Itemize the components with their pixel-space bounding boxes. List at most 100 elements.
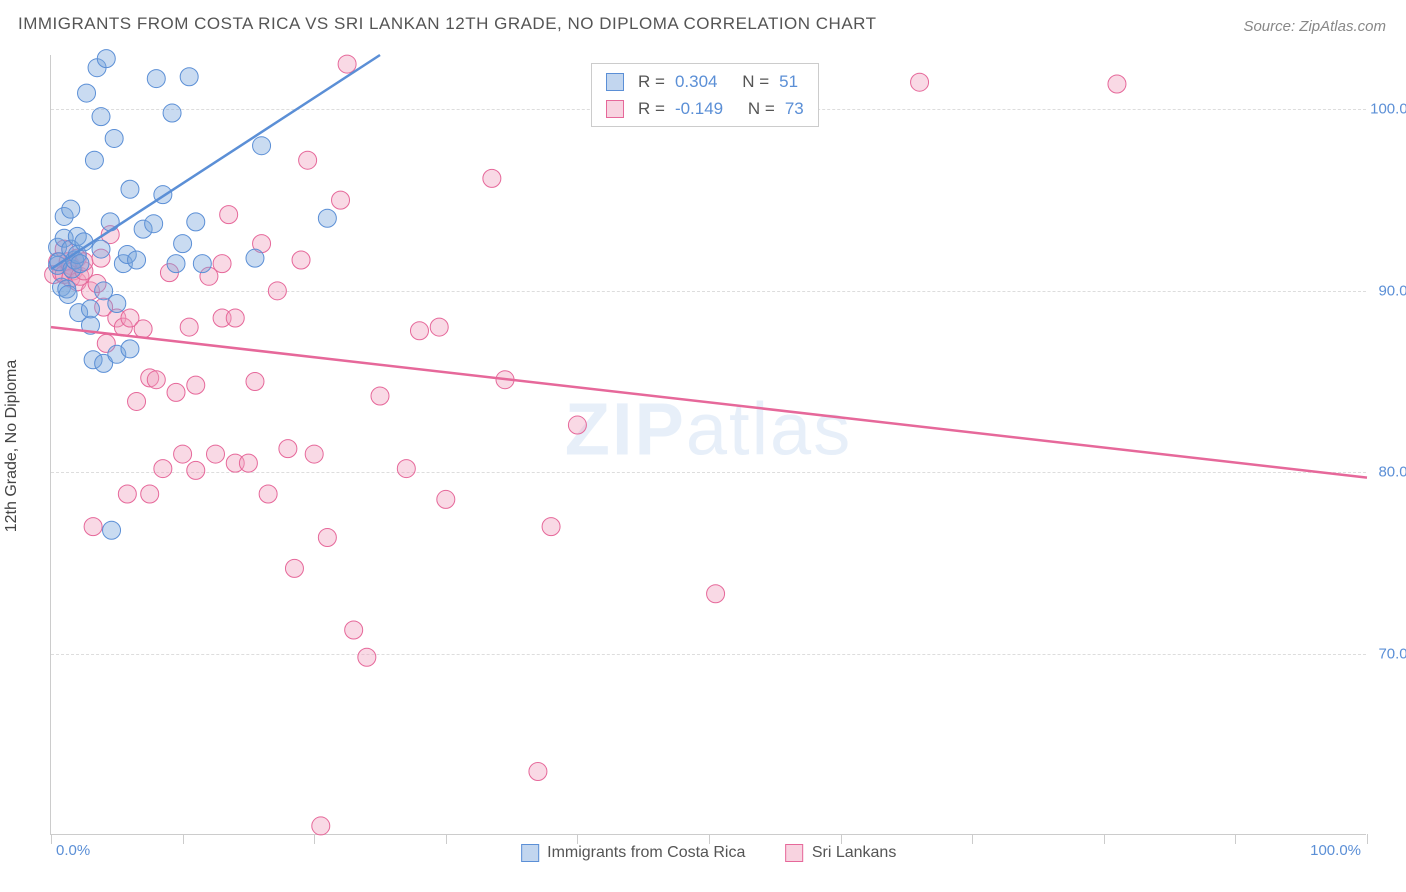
data-point	[128, 392, 146, 410]
data-point	[187, 461, 205, 479]
data-point	[101, 213, 119, 231]
data-point	[410, 322, 428, 340]
data-point	[911, 73, 929, 91]
pink-series-points	[45, 55, 1126, 835]
data-point	[167, 383, 185, 401]
data-point	[338, 55, 356, 73]
correlation-stats-box: R = 0.304 N = 51 R = -0.149 N = 73	[591, 63, 819, 127]
data-point	[268, 282, 286, 300]
data-point	[92, 240, 110, 258]
blue-n-value: 51	[779, 68, 798, 95]
data-point	[253, 137, 271, 155]
data-point	[105, 129, 123, 147]
data-point	[180, 68, 198, 86]
x-tick	[709, 834, 710, 844]
data-point	[318, 529, 336, 547]
data-point	[483, 169, 501, 187]
data-point	[246, 373, 264, 391]
data-point	[145, 215, 163, 233]
data-point	[707, 585, 725, 603]
data-point	[121, 180, 139, 198]
data-point	[59, 285, 77, 303]
data-point	[358, 648, 376, 666]
y-tick-label: 100.0%	[1370, 101, 1406, 118]
data-point	[371, 387, 389, 405]
data-point	[246, 249, 264, 267]
x-axis-min-label: 0.0%	[56, 842, 90, 859]
data-point	[128, 251, 146, 269]
pink-r-value: -0.149	[675, 95, 723, 122]
pink-swatch-icon	[785, 844, 803, 862]
data-point	[118, 485, 136, 503]
data-point	[147, 70, 165, 88]
data-point	[213, 255, 231, 273]
x-tick	[972, 834, 973, 844]
blue-swatch-icon	[521, 844, 539, 862]
data-point	[226, 309, 244, 327]
x-axis-max-label: 100.0%	[1310, 842, 1361, 859]
data-point	[259, 485, 277, 503]
data-point	[103, 521, 121, 539]
data-point	[285, 559, 303, 577]
x-tick	[314, 834, 315, 844]
data-point	[62, 200, 80, 218]
data-point	[85, 151, 103, 169]
data-point	[207, 445, 225, 463]
chart-title: IMMIGRANTS FROM COSTA RICA VS SRI LANKAN…	[18, 14, 877, 34]
data-point	[279, 440, 297, 458]
data-point	[134, 320, 152, 338]
r-label: R =	[638, 68, 665, 95]
data-point	[174, 235, 192, 253]
r-label: R =	[638, 95, 665, 122]
data-point	[193, 255, 211, 273]
data-point	[568, 416, 586, 434]
stats-row-blue: R = 0.304 N = 51	[606, 68, 804, 95]
data-point	[147, 371, 165, 389]
n-label: N =	[748, 95, 775, 122]
x-tick	[1104, 834, 1105, 844]
pink-n-value: 73	[785, 95, 804, 122]
data-point	[542, 518, 560, 536]
data-point	[121, 340, 139, 358]
pink-swatch-icon	[606, 100, 624, 118]
x-tick	[183, 834, 184, 844]
data-point	[318, 209, 336, 227]
stats-row-pink: R = -0.149 N = 73	[606, 95, 804, 122]
data-point	[397, 460, 415, 478]
x-tick	[577, 834, 578, 844]
data-point	[220, 206, 238, 224]
legend-item-blue: Immigrants from Costa Rica	[521, 844, 746, 862]
data-point	[174, 445, 192, 463]
data-point	[187, 213, 205, 231]
legend-pink-label: Sri Lankans	[812, 844, 897, 861]
legend-blue-label: Immigrants from Costa Rica	[547, 844, 745, 861]
data-point	[430, 318, 448, 336]
data-point	[163, 104, 181, 122]
data-point	[345, 621, 363, 639]
x-tick	[51, 834, 52, 844]
data-point	[97, 50, 115, 68]
data-point	[180, 318, 198, 336]
data-point	[141, 485, 159, 503]
data-point	[299, 151, 317, 169]
y-tick-label: 80.0%	[1378, 464, 1406, 481]
y-tick-label: 70.0%	[1378, 645, 1406, 662]
x-tick	[1367, 834, 1368, 844]
data-point	[529, 763, 547, 781]
data-point	[239, 454, 257, 472]
data-point	[92, 108, 110, 126]
data-point	[71, 255, 89, 273]
data-point	[292, 251, 310, 269]
data-point	[305, 445, 323, 463]
data-point	[78, 84, 96, 102]
legend-item-pink: Sri Lankans	[785, 844, 896, 862]
x-tick	[841, 834, 842, 844]
data-point	[167, 255, 185, 273]
data-point	[84, 518, 102, 536]
data-point	[1108, 75, 1126, 93]
data-point	[108, 295, 126, 313]
source-attribution: Source: ZipAtlas.com	[1243, 18, 1386, 35]
x-tick	[1235, 834, 1236, 844]
data-point	[81, 300, 99, 318]
plot-area: ZIPatlas 70.0%80.0%90.0%100.0% R = 0.304…	[50, 55, 1366, 835]
